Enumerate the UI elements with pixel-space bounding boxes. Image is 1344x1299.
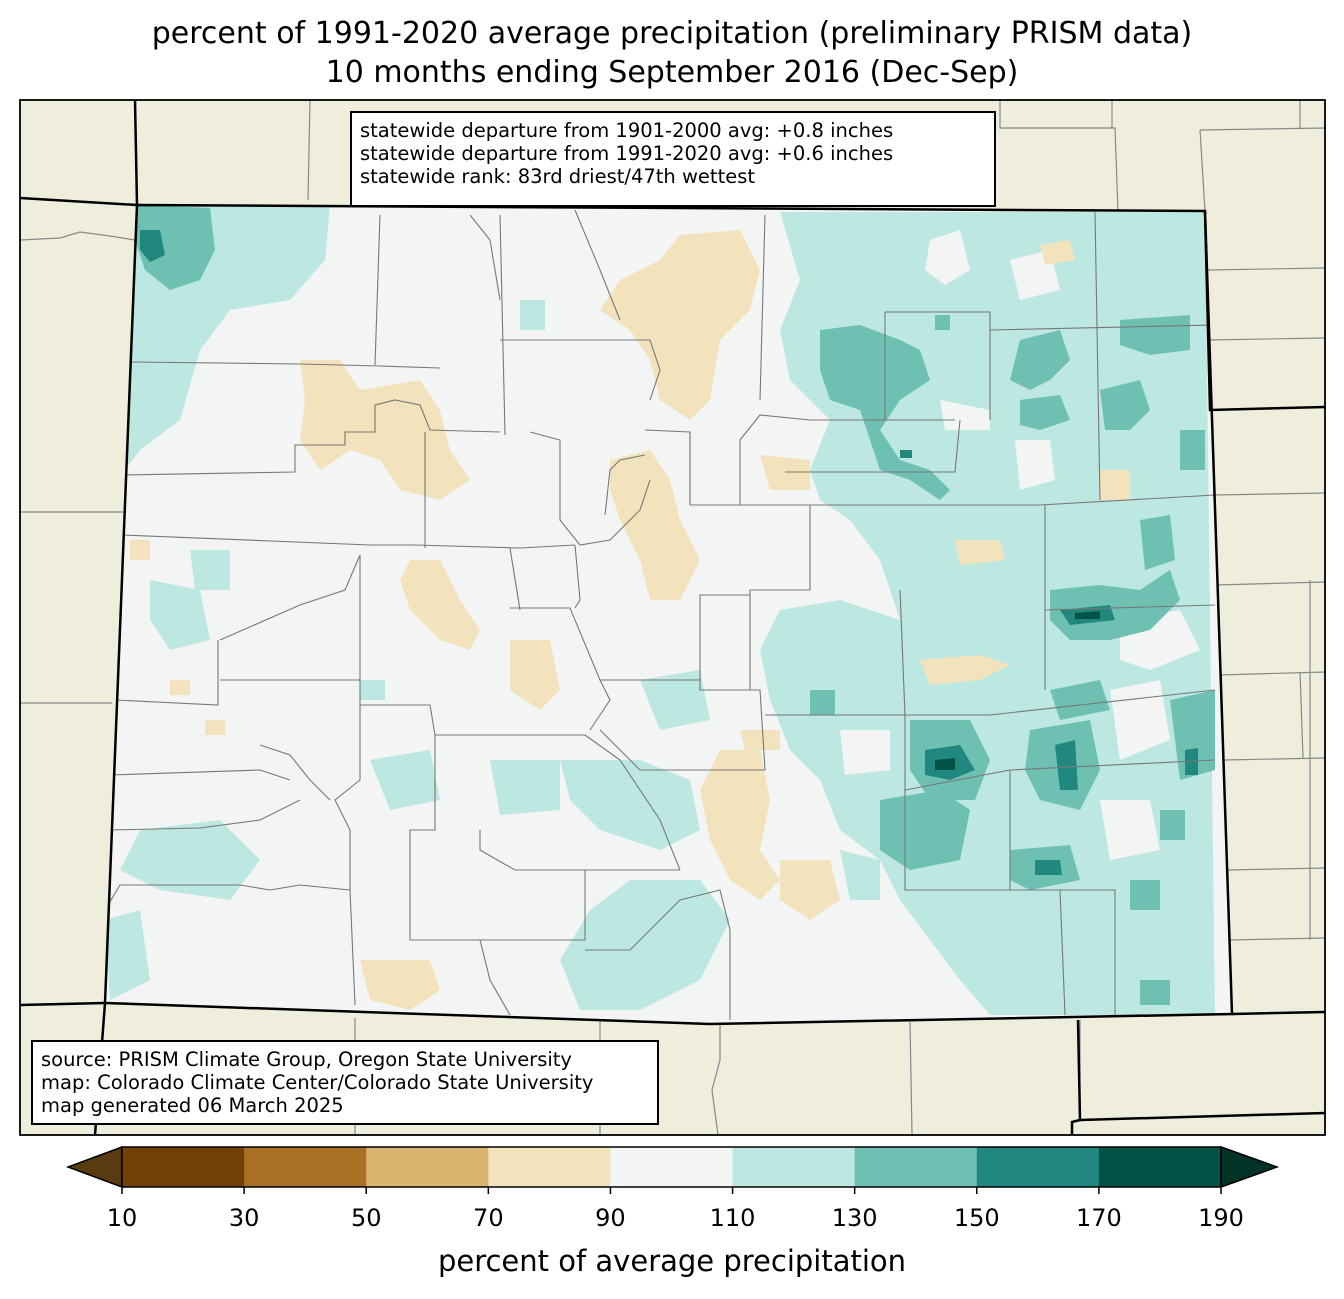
- colorbar-tick-label: 50: [350, 1204, 382, 1232]
- map-credit-line: map: Colorado Climate Center/Colorado St…: [41, 1071, 594, 1094]
- colorado-border: [103, 203, 1234, 1026]
- colorbar-tick-label: 90: [595, 1204, 626, 1232]
- source-line: source: PRISM Climate Group, Oregon Stat…: [41, 1048, 572, 1071]
- colorbar-tick-label: 30: [228, 1204, 260, 1232]
- generated-date-line: map generated 06 March 2025: [41, 1094, 344, 1117]
- colorbar-tick-label: 170: [1075, 1204, 1122, 1232]
- statewide-stats-box: statewide departure from 1901-2000 avg: …: [350, 111, 996, 207]
- map-frame: [19, 99, 1326, 1136]
- source-box: source: PRISM Climate Group, Oregon Stat…: [31, 1040, 659, 1125]
- stats-rank: statewide rank: 83rd driest/47th wettest: [360, 165, 756, 188]
- colorbar-tick-label: 10: [106, 1204, 138, 1232]
- county-lines: [105, 209, 1216, 1020]
- dry-70-90-areas: [130, 230, 1130, 1010]
- wet-170-190-areas: [935, 611, 1100, 770]
- map-title-line2: 10 months ending September 2016 (Dec-Sep…: [325, 55, 1019, 90]
- colorbar-tick-label: 190: [1198, 1204, 1244, 1232]
- colorbar-tick-label: 70: [473, 1204, 504, 1232]
- colorbar-tick-label: 110: [709, 1204, 756, 1232]
- wet-130-150-areas: [135, 205, 1215, 1005]
- map-title-line1: percent of 1991-2020 average precipitati…: [151, 16, 1193, 51]
- colorbar-label: percent of average precipitation: [437, 1244, 907, 1278]
- stats-departure-1901: statewide departure from 1901-2000 avg: …: [360, 119, 894, 142]
- colorbar-tick-label: 130: [831, 1204, 878, 1232]
- colorbar-tick-label: 150: [953, 1204, 1000, 1232]
- stats-departure-1991: statewide departure from 1991-2020 avg: …: [360, 142, 894, 165]
